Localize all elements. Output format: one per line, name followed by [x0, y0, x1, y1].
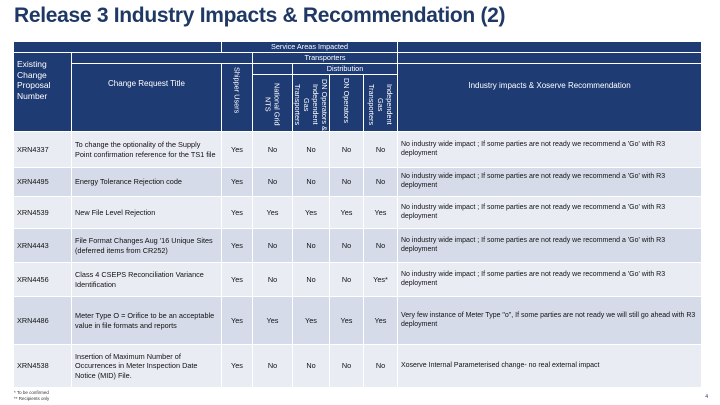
table-cell: XRN4337	[14, 132, 72, 168]
table-cell: No	[253, 345, 293, 388]
table-cell: No	[253, 132, 293, 168]
table-cell: Xoserve Internal Parameterised change- n…	[398, 345, 702, 388]
table-cell: Yes	[253, 297, 293, 345]
table-cell: Energy Tolerance Rejection code	[72, 168, 222, 197]
table-cell: XRN4456	[14, 263, 72, 297]
header-cell	[398, 42, 702, 53]
table-cell: Insertion of Maximum Number of Occurrenc…	[72, 345, 222, 388]
table-cell: File Format Changes Aug '16 Unique Sites…	[72, 229, 222, 263]
table-cell: No	[364, 345, 398, 388]
table-cell: XRN4539	[14, 197, 72, 229]
table-cell: No	[253, 229, 293, 263]
table-cell: XRN4495	[14, 168, 72, 197]
table-cell: No	[330, 168, 364, 197]
slide-title: Release 3 Industry Impacts & Recommendat…	[14, 4, 506, 27]
footnote: * To be confirmed	[14, 390, 49, 395]
table-cell: Yes	[222, 168, 253, 197]
table-cell: Class 4 CSEPS Reconciliation Variance Id…	[72, 263, 222, 297]
table-cell: No industry wide impact ; If some partie…	[398, 168, 702, 197]
column-header: Independent Gas Transporters	[364, 75, 398, 132]
table-cell: No industry wide impact ; If some partie…	[398, 229, 702, 263]
table-cell: Yes	[222, 229, 253, 263]
table-cell: Meter Type O = Orifice to be an acceptab…	[72, 297, 222, 345]
column-header: Shipper Users	[222, 64, 253, 132]
table-cell: No	[253, 263, 293, 297]
column-header: Change Request Title	[72, 64, 222, 132]
table-cell: Very few instance of Meter Type "o", If …	[398, 297, 702, 345]
header-cell	[14, 42, 222, 53]
footnotes: * To be confirmed ** Recipients only	[14, 390, 49, 402]
table-cell: No	[330, 132, 364, 168]
table-cell: Yes	[364, 197, 398, 229]
table-cell: Yes	[330, 197, 364, 229]
table-cell: No	[364, 229, 398, 263]
table-cell: Yes	[222, 263, 253, 297]
table-cell: Yes*	[364, 263, 398, 297]
table-cell: To change the optionality of the Supply …	[72, 132, 222, 168]
table-cell: No	[330, 263, 364, 297]
header-cell	[398, 53, 702, 64]
page-number: 4	[705, 394, 708, 400]
table-cell: No	[330, 345, 364, 388]
table-cell: Yes	[364, 297, 398, 345]
header-group: Distribution	[293, 64, 398, 75]
table-cell: Yes	[222, 345, 253, 388]
header-cell	[253, 64, 293, 75]
table-cell: Yes	[330, 297, 364, 345]
table-cell: No	[364, 168, 398, 197]
table-cell: No	[293, 168, 330, 197]
table-cell: No	[330, 229, 364, 263]
table-cell: No industry wide impact ; If some partie…	[398, 197, 702, 229]
table-cell: No	[253, 168, 293, 197]
table-cell: XRN4443	[14, 229, 72, 263]
header-cell	[14, 53, 253, 64]
table-cell: No	[293, 345, 330, 388]
column-header: National Grid NTS	[253, 75, 293, 132]
table-cell: XRN4486	[14, 297, 72, 345]
table-cell: Yes	[253, 197, 293, 229]
column-header: DN Operators & Independent Gas Transport…	[293, 75, 330, 132]
table-cell: Yes	[293, 197, 330, 229]
footnote: ** Recipients only	[14, 395, 50, 401]
column-header: Industry impacts & Xoserve Recommendatio…	[398, 64, 702, 132]
header-group: Service Areas Impacted	[222, 42, 398, 53]
table-cell: XRN4538	[14, 345, 72, 388]
table-cell: No	[293, 263, 330, 297]
table-cell: Yes	[222, 197, 253, 229]
table-cell: Yes	[293, 297, 330, 345]
table-cell: New File Level Rejection	[72, 197, 222, 229]
header-group: Transporters	[253, 53, 398, 64]
table-cell: Yes	[222, 297, 253, 345]
table-cell: No	[293, 132, 330, 168]
column-header: DN Operators	[330, 75, 364, 132]
column-header: Existing Change Proposal Number	[14, 53, 72, 132]
table-cell: No industry wide impact ; If some partie…	[398, 132, 702, 168]
table-cell: No	[364, 132, 398, 168]
table-cell: No industry wide impact ; If some partie…	[398, 263, 702, 297]
table-cell: No	[293, 229, 330, 263]
table-cell: Yes	[222, 132, 253, 168]
